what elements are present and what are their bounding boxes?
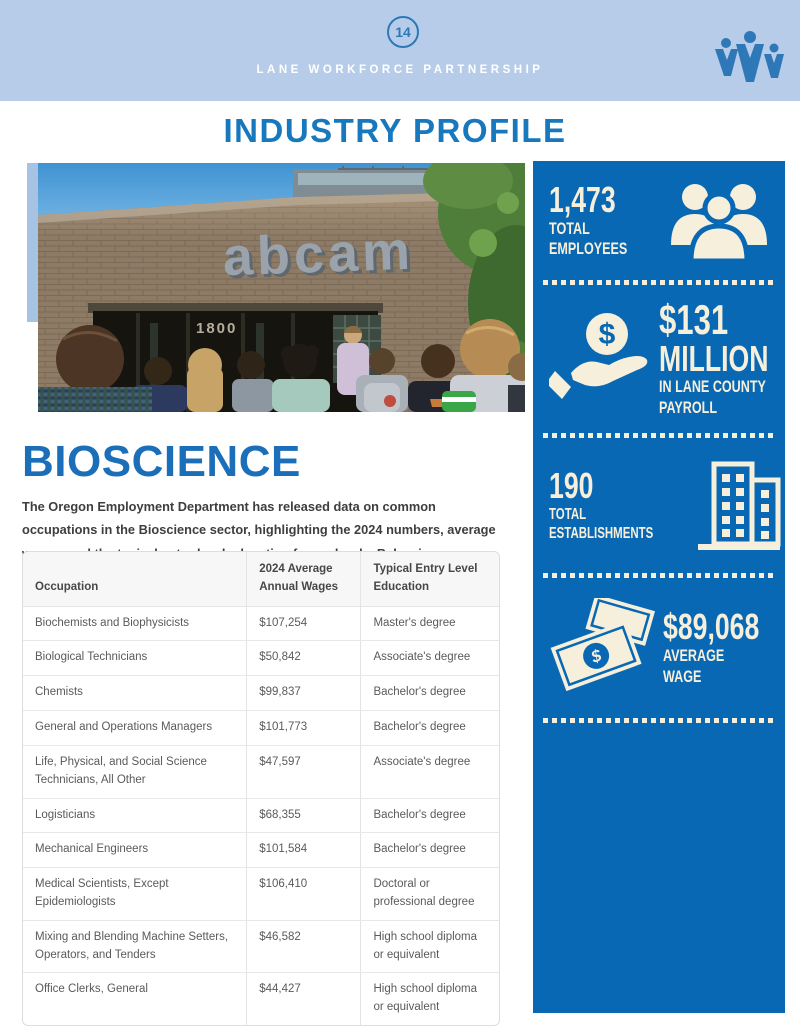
- stat-label: IN LANE COUNTY: [659, 377, 766, 397]
- dotted-divider: [543, 433, 775, 438]
- stat-payroll: $ $131 MILLION IN LANE COUNTY PAYROLL: [533, 285, 785, 433]
- stat-label: TOTAL: [549, 506, 587, 524]
- building-sign-text: abcam: [222, 221, 415, 288]
- buildings-icon: [697, 461, 781, 550]
- stat-label: EMPLOYEES: [549, 239, 628, 259]
- cell-wage: $101,773: [246, 710, 361, 746]
- cash-icon: $: [550, 598, 656, 692]
- table-header-row: Occupation 2024 Average Annual Wages Typ…: [23, 552, 499, 607]
- dotted-divider: [543, 573, 775, 578]
- hand-coin-icon: $: [549, 313, 648, 399]
- facility-photo: abcam abcam 1800: [38, 163, 525, 412]
- stat-establishments: 190 TOTAL ESTABLISHMENTS: [533, 438, 785, 573]
- col-education: Typical Entry Level Education: [360, 552, 499, 607]
- stat-big-label: MILLION: [659, 338, 769, 380]
- stat-value: 190: [549, 465, 594, 507]
- table-row: Medical Scientists, Except Epidemiologis…: [23, 867, 499, 921]
- section-heading: BIOSCIENCE: [22, 437, 301, 486]
- stat-value: 1,473: [549, 178, 616, 220]
- cell-education: High school diploma or equivalent: [360, 920, 499, 974]
- cell-education: Bachelor's degree: [360, 710, 499, 746]
- cell-education: Associate's degree: [360, 640, 499, 677]
- table-row: Mechanical Engineers $101,584 Bachelor's d…: [23, 832, 499, 869]
- table-row: Chemists $99,837 Bachelor's degree: [23, 675, 499, 712]
- building-address-text: 1800: [196, 320, 237, 337]
- table-row: General and Operations Managers $101,773 B…: [23, 710, 499, 746]
- cell-wage: $68,355: [246, 798, 361, 834]
- stat-label: PAYROLL: [659, 398, 718, 417]
- table-row: Biological Technicians $50,842 Associate's…: [23, 640, 499, 677]
- cell-occupation: Biological Technicians: [23, 640, 247, 677]
- cell-occupation: Biochemists and Biophysicists: [23, 606, 247, 642]
- table-row: Office Clerks, General $44,427 High school…: [23, 972, 499, 1025]
- sidebar-filler: [533, 723, 785, 1013]
- table-row: Mixing and Blending Machine Setters, Ope…: [23, 920, 499, 974]
- dotted-divider: [543, 280, 775, 285]
- table-row: Life, Physical, and Social Science Techn…: [23, 745, 499, 799]
- table-row: Logisticians $68,355 Bachelor's degree: [23, 798, 499, 834]
- cell-wage: $47,597: [246, 745, 361, 799]
- cell-wage: $46,582: [246, 920, 361, 974]
- stat-value: $131: [659, 296, 729, 344]
- cell-education: Bachelor's degree: [360, 675, 499, 712]
- stat-average-wage: $ $89,068 AVERAGE WAGE: [533, 578, 785, 718]
- cell-wage: $44,427: [246, 972, 361, 1025]
- cell-occupation: Mechanical Engineers: [23, 832, 247, 869]
- stats-sidebar: 1,473 TOTAL EMPLOYEES: [533, 161, 785, 1013]
- stat-value: $89,068: [663, 606, 760, 648]
- table-row: Biochemists and Biophysicists $107,254 Mas…: [23, 606, 499, 642]
- stat-total-employees: 1,473 TOTAL EMPLOYEES: [533, 161, 785, 280]
- facility-photo-illustration: abcam abcam 1800: [38, 163, 525, 412]
- cell-education: Doctoral or professional degree: [360, 867, 499, 921]
- photo-accent-band: [27, 163, 40, 322]
- cell-occupation: Medical Scientists, Except Epidemiologis…: [23, 867, 247, 921]
- cell-wage: $99,837: [246, 675, 361, 712]
- cell-wage: $106,410: [246, 867, 361, 921]
- svg-text:$: $: [599, 318, 616, 351]
- stat-label: WAGE: [663, 666, 702, 686]
- cell-education: Master's degree: [360, 606, 499, 642]
- cell-education: High school diploma or equivalent: [360, 972, 499, 1025]
- cell-occupation: Mixing and Blending Machine Setters, Ope…: [23, 920, 247, 974]
- col-wages: 2024 Average Annual Wages: [246, 552, 361, 607]
- cell-wage: $101,584: [246, 832, 361, 869]
- stat-label: AVERAGE: [663, 646, 725, 666]
- page-number: 14: [395, 24, 411, 40]
- occupations-table: Occupation 2024 Average Annual Wages Typ…: [22, 551, 500, 1026]
- cell-occupation: Office Clerks, General: [35, 983, 148, 996]
- page-number-badge: 14: [387, 16, 419, 48]
- page-header: 14 LANE WORKFORCE PARTNERSHIP: [0, 0, 800, 101]
- cell-education: Bachelor's degree: [360, 832, 499, 869]
- org-name: LANE WORKFORCE PARTNERSHIP: [256, 64, 544, 76]
- cell-occupation: Chemists: [23, 675, 247, 712]
- crowd-silhouettes: [38, 319, 525, 412]
- cell-wage: $107,254: [246, 606, 361, 642]
- cell-wage: $50,842: [246, 640, 361, 677]
- cell-occupation: General and Operations Managers: [23, 710, 247, 746]
- cell-education: Bachelor's degree: [360, 798, 499, 834]
- cell-occupation: Life, Physical, and Social Science Techn…: [23, 745, 247, 799]
- dotted-divider: [543, 718, 775, 723]
- stat-label: TOTAL: [549, 218, 590, 238]
- people-group-icon: [671, 183, 767, 261]
- col-occupation: Occupation: [23, 552, 247, 607]
- building-sign-shadow: abcam: [225, 224, 418, 291]
- cell-education: Associate's degree: [360, 745, 499, 799]
- partnership-logo-icon: [715, 31, 784, 82]
- page-title: INDUSTRY PROFILE: [223, 112, 567, 149]
- stat-label: ESTABLISHMENTS: [549, 525, 654, 543]
- cell-occupation: Logisticians: [23, 798, 247, 834]
